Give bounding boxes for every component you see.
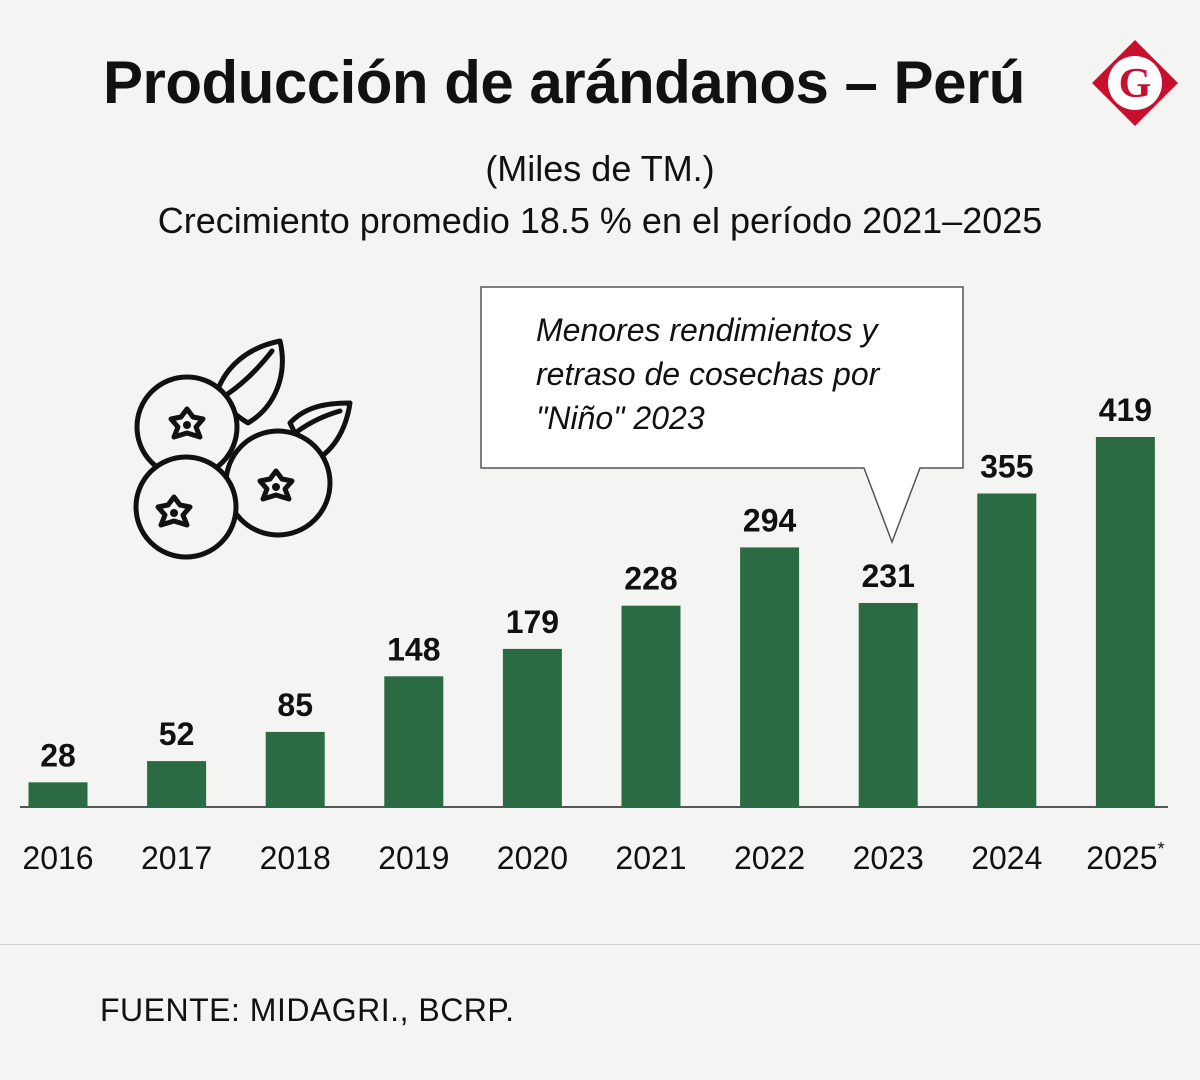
footer-divider bbox=[0, 944, 1200, 945]
value-label-2021: 228 bbox=[624, 561, 677, 597]
category-label-2020: 2020 bbox=[497, 840, 568, 876]
value-label-2025: 419 bbox=[1099, 392, 1152, 428]
category-label-2017: 2017 bbox=[141, 840, 212, 876]
category-label-2025: 2025* bbox=[1086, 839, 1164, 876]
value-label-2023: 231 bbox=[862, 558, 915, 594]
units-subtitle: (Miles de TM.) bbox=[485, 148, 715, 189]
chart-title: Producción de arándanos – Perú bbox=[103, 49, 1025, 116]
category-label-2018: 2018 bbox=[260, 840, 331, 876]
value-label-2016: 28 bbox=[40, 737, 76, 773]
value-label-2020: 179 bbox=[506, 604, 559, 640]
logo-letter: G bbox=[1119, 61, 1152, 107]
source-note: FUENTE: MIDAGRI., BCRP. bbox=[100, 992, 515, 1028]
bar-2022 bbox=[740, 547, 800, 807]
category-label-2016: 2016 bbox=[22, 840, 93, 876]
category-label-2022: 2022 bbox=[734, 840, 805, 876]
bar-2017 bbox=[147, 761, 207, 807]
value-label-2019: 148 bbox=[387, 631, 440, 667]
bar-2016 bbox=[28, 782, 88, 807]
value-label-2017: 52 bbox=[159, 716, 195, 752]
annotation-callout-box bbox=[480, 286, 964, 545]
bar-2020 bbox=[502, 648, 562, 807]
category-label-2023: 2023 bbox=[853, 840, 924, 876]
category-label-2019: 2019 bbox=[378, 840, 449, 876]
bar-2019 bbox=[384, 676, 444, 807]
growth-subtitle: Crecimiento promedio 18.5 % en el períod… bbox=[157, 200, 1043, 241]
blueberries-icon bbox=[133, 338, 353, 560]
category-label-2024: 2024 bbox=[971, 840, 1042, 876]
bar-2025 bbox=[1095, 437, 1155, 807]
bar-2024 bbox=[977, 493, 1037, 807]
bar-2018 bbox=[265, 731, 325, 807]
bar-2023 bbox=[858, 603, 918, 807]
value-label-2024: 355 bbox=[980, 449, 1033, 485]
category-footnote-mark: * bbox=[1157, 839, 1164, 859]
annotation-text: Menores rendimientos y retraso de cosech… bbox=[536, 312, 880, 436]
value-label-2018: 85 bbox=[277, 687, 313, 723]
category-label-2021: 2021 bbox=[615, 840, 686, 876]
g-logo-icon: G bbox=[1092, 40, 1178, 126]
bar-2021 bbox=[621, 605, 681, 807]
